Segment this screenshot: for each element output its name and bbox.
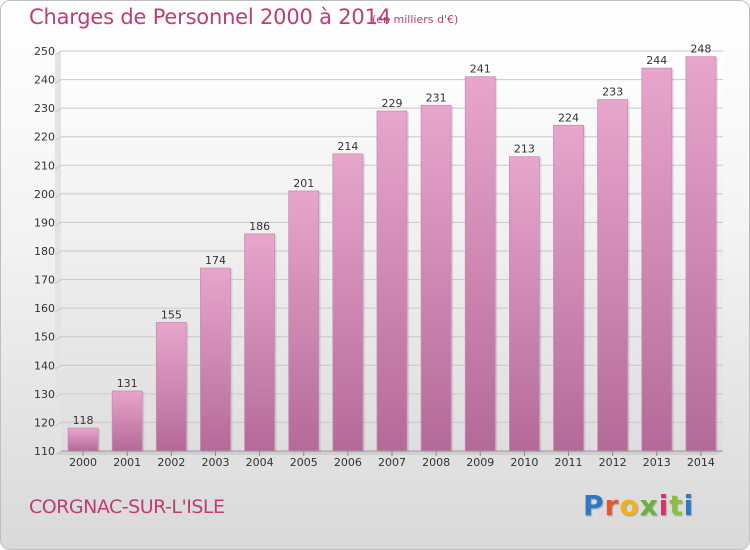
logo-letter: P xyxy=(583,489,605,522)
y-tick-label: 150 xyxy=(34,331,55,344)
x-tick-label: 2001 xyxy=(113,456,141,469)
grid-line xyxy=(54,136,62,142)
bar[interactable] xyxy=(641,67,673,452)
bar[interactable] xyxy=(597,99,629,452)
data-label: 224 xyxy=(558,111,579,124)
bar[interactable] xyxy=(332,153,364,452)
bar[interactable] xyxy=(155,322,187,452)
grid-line xyxy=(54,307,62,313)
x-tick-label: 2003 xyxy=(201,456,229,469)
logo-letter: o xyxy=(619,489,640,522)
y-tick-label: 130 xyxy=(34,388,55,401)
x-tick-label: 2005 xyxy=(290,456,318,469)
data-label: 231 xyxy=(426,91,447,104)
grid-line xyxy=(54,393,62,399)
y-tick-label: 110 xyxy=(34,445,55,458)
logo-letter: t xyxy=(669,489,684,522)
x-tick-label: 2010 xyxy=(510,456,538,469)
logo-letter: i xyxy=(683,489,695,522)
data-label: 118 xyxy=(73,414,94,427)
bar[interactable] xyxy=(288,190,320,452)
data-label: 244 xyxy=(646,54,667,67)
grid-line xyxy=(54,336,62,342)
chart-subtitle: (en milliers d'€) xyxy=(372,13,459,26)
data-label: 241 xyxy=(470,63,491,76)
y-tick-label: 170 xyxy=(34,274,55,287)
proxiti-logo[interactable]: Proxiti xyxy=(583,489,694,522)
x-tick-label: 2004 xyxy=(246,456,274,469)
grid-line xyxy=(54,193,62,199)
data-label: 131 xyxy=(117,377,138,390)
y-tick-label: 180 xyxy=(34,245,55,258)
y-tick-label: 200 xyxy=(34,188,55,201)
data-label: 248 xyxy=(690,43,711,56)
commune-name: CORGNAC-SUR-L'ISLE xyxy=(29,496,225,518)
data-label: 155 xyxy=(161,308,182,321)
grid-line xyxy=(54,79,62,84)
bar[interactable] xyxy=(244,233,276,452)
x-tick-label: 2013 xyxy=(643,456,671,469)
bar[interactable] xyxy=(553,124,584,452)
bar[interactable] xyxy=(420,104,452,452)
bar[interactable] xyxy=(376,110,408,452)
y-tick-label: 120 xyxy=(34,416,55,429)
grid-line xyxy=(54,222,62,227)
x-tick-label: 2006 xyxy=(334,456,362,469)
bar[interactable] xyxy=(685,56,717,452)
data-label: 174 xyxy=(205,254,226,267)
bar[interactable] xyxy=(111,390,143,452)
bar[interactable] xyxy=(464,76,496,452)
data-labels: 118 131 155 174 186 201 214 229 231 241 213 224 233 2… xyxy=(73,43,712,427)
y-tick-label: 220 xyxy=(34,131,55,144)
logo-letter: i xyxy=(658,489,670,522)
data-label: 214 xyxy=(337,140,358,153)
grid-line xyxy=(54,450,62,456)
y-tick-label: 140 xyxy=(34,359,55,372)
bar[interactable] xyxy=(200,267,231,452)
y-tick-label: 190 xyxy=(34,216,55,229)
x-tick-label: 2002 xyxy=(157,456,185,469)
grid-line xyxy=(54,107,62,113)
grid-line xyxy=(54,279,62,284)
grid-line xyxy=(54,164,62,170)
data-label: 186 xyxy=(249,220,270,233)
bar[interactable] xyxy=(67,427,99,452)
y-tick-label: 160 xyxy=(34,302,55,315)
y-tick-label: 240 xyxy=(34,74,55,87)
grid-line xyxy=(54,422,62,427)
x-tick-label: 2000 xyxy=(69,456,97,469)
grid-line xyxy=(54,50,62,56)
logo-letter: x xyxy=(639,489,659,522)
chart-title: Charges de Personnel 2000 à 2014 xyxy=(29,5,391,29)
y-tick-label: 210 xyxy=(34,159,55,172)
y-tick-label: 250 xyxy=(34,45,55,58)
data-label: 201 xyxy=(293,177,314,190)
grid-line xyxy=(54,364,62,370)
y-axis-ticks: 110 120 130 140 150 160 170 180 190 200 210 220 230 2… xyxy=(34,45,55,458)
grid-line xyxy=(54,250,62,256)
data-label: 229 xyxy=(382,97,403,110)
y-tick-label: 230 xyxy=(34,102,55,115)
bars xyxy=(67,56,718,453)
x-axis-ticks: 2000 2001 2002 2003 2004 2005 2006 2007 2008 2009… xyxy=(61,450,723,469)
x-tick-label: 2011 xyxy=(555,456,583,469)
x-tick-label: 2008 xyxy=(422,456,450,469)
x-tick-label: 2007 xyxy=(378,456,406,469)
x-tick-label: 2009 xyxy=(466,456,494,469)
x-tick-label: 2014 xyxy=(687,456,715,469)
logo-letter: r xyxy=(604,489,620,522)
data-label: 233 xyxy=(602,86,623,99)
bar[interactable] xyxy=(508,156,540,452)
data-label: 213 xyxy=(514,143,535,156)
x-tick-label: 2012 xyxy=(599,456,627,469)
plot-floor xyxy=(55,451,723,455)
